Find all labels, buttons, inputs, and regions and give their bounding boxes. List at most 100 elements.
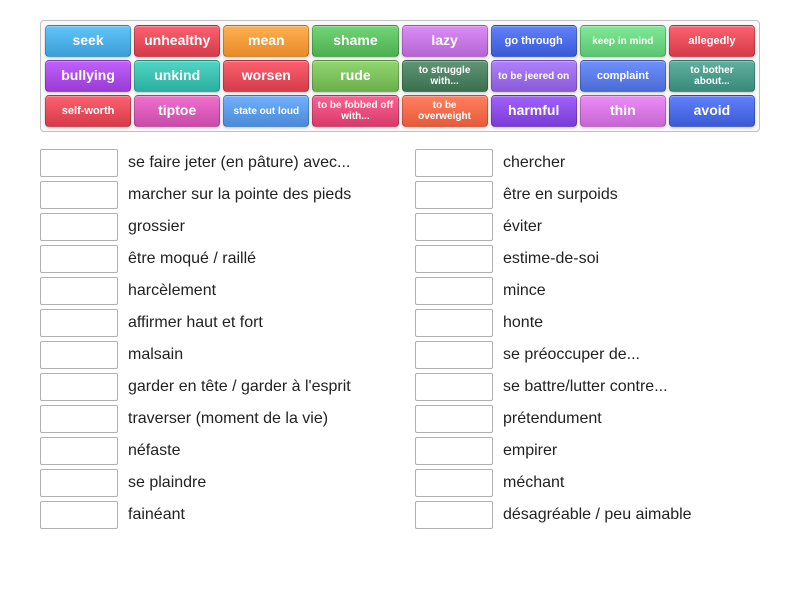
drop-box-right-7[interactable]	[415, 373, 493, 401]
drop-box-left-4[interactable]	[40, 277, 118, 305]
answer-text: garder en tête / garder à l'esprit	[128, 378, 351, 396]
drop-box-right-6[interactable]	[415, 341, 493, 369]
word-tile-11[interactable]: rude	[312, 60, 398, 92]
drop-box-left-6[interactable]	[40, 341, 118, 369]
word-tile-12[interactable]: to struggle with...	[402, 60, 488, 92]
answer-row-right-6: se préoccuper de...	[415, 339, 760, 371]
answer-text: harcèlement	[128, 282, 216, 300]
word-tile-22[interactable]: thin	[580, 95, 666, 127]
answer-row-left-5: affirmer haut et fort	[40, 307, 385, 339]
answer-text: marcher sur la pointe des pieds	[128, 186, 351, 204]
answer-text: mince	[503, 282, 546, 300]
drop-box-left-0[interactable]	[40, 149, 118, 177]
drop-box-left-5[interactable]	[40, 309, 118, 337]
answer-row-right-5: honte	[415, 307, 760, 339]
word-tile-0[interactable]: seek	[45, 25, 131, 57]
word-tile-20[interactable]: to be overweight	[402, 95, 488, 127]
word-tile-3[interactable]: shame	[312, 25, 398, 57]
word-tile-10[interactable]: worsen	[223, 60, 309, 92]
drop-box-left-9[interactable]	[40, 437, 118, 465]
word-tile-21[interactable]: harmful	[491, 95, 577, 127]
word-bank: seekunhealthymeanshamelazygo throughkeep…	[40, 20, 760, 132]
drop-box-left-8[interactable]	[40, 405, 118, 433]
drop-box-right-1[interactable]	[415, 181, 493, 209]
answer-row-left-8: traverser (moment de la vie)	[40, 403, 385, 435]
answer-row-right-7: se battre/lutter contre...	[415, 371, 760, 403]
drop-box-right-4[interactable]	[415, 277, 493, 305]
drop-box-right-8[interactable]	[415, 405, 493, 433]
answer-text: traverser (moment de la vie)	[128, 410, 328, 428]
answer-row-right-4: mince	[415, 275, 760, 307]
answer-text: malsain	[128, 346, 183, 364]
answer-row-left-3: être moqué / raillé	[40, 243, 385, 275]
answer-row-left-0: se faire jeter (en pâture) avec...	[40, 147, 385, 179]
answer-row-right-11: désagréable / peu aimable	[415, 499, 760, 531]
word-tile-7[interactable]: allegedly	[669, 25, 755, 57]
answer-text: néfaste	[128, 442, 180, 460]
answer-row-right-8: prétendument	[415, 403, 760, 435]
answer-text: estime-de-soi	[503, 250, 599, 268]
answer-text: désagréable / peu aimable	[503, 506, 692, 524]
drop-box-left-7[interactable]	[40, 373, 118, 401]
word-tile-17[interactable]: tiptoe	[134, 95, 220, 127]
drop-box-right-9[interactable]	[415, 437, 493, 465]
drop-box-left-1[interactable]	[40, 181, 118, 209]
answer-row-right-2: éviter	[415, 211, 760, 243]
answer-row-left-7: garder en tête / garder à l'esprit	[40, 371, 385, 403]
answer-row-left-6: malsain	[40, 339, 385, 371]
drop-box-right-0[interactable]	[415, 149, 493, 177]
answer-text: chercher	[503, 154, 565, 172]
drop-box-right-2[interactable]	[415, 213, 493, 241]
answer-row-right-3: estime-de-soi	[415, 243, 760, 275]
answer-row-left-2: grossier	[40, 211, 385, 243]
word-tile-6[interactable]: keep in mind	[580, 25, 666, 57]
word-tile-13[interactable]: to be jeered on	[491, 60, 577, 92]
word-tile-2[interactable]: mean	[223, 25, 309, 57]
drop-box-left-2[interactable]	[40, 213, 118, 241]
answer-row-right-0: chercher	[415, 147, 760, 179]
drop-box-left-3[interactable]	[40, 245, 118, 273]
answer-row-left-1: marcher sur la pointe des pieds	[40, 179, 385, 211]
answer-text: affirmer haut et fort	[128, 314, 263, 332]
drop-box-right-10[interactable]	[415, 469, 493, 497]
answer-row-left-10: se plaindre	[40, 467, 385, 499]
answer-row-left-11: fainéant	[40, 499, 385, 531]
answer-text: fainéant	[128, 506, 185, 524]
word-tile-15[interactable]: to bother about...	[669, 60, 755, 92]
word-tile-1[interactable]: unhealthy	[134, 25, 220, 57]
answer-row-left-4: harcèlement	[40, 275, 385, 307]
answer-text: se plaindre	[128, 474, 206, 492]
drop-box-right-5[interactable]	[415, 309, 493, 337]
answers-left-column: se faire jeter (en pâture) avec... marche…	[40, 147, 385, 531]
word-tile-18[interactable]: state out loud	[223, 95, 309, 127]
word-tile-16[interactable]: self-worth	[45, 95, 131, 127]
answer-text: être moqué / raillé	[128, 250, 256, 268]
answer-text: grossier	[128, 218, 185, 236]
word-tile-9[interactable]: unkind	[134, 60, 220, 92]
answers-right-column: chercher être en surpoids éviter estime-de-…	[415, 147, 760, 531]
word-tile-5[interactable]: go through	[491, 25, 577, 57]
answer-text: éviter	[503, 218, 542, 236]
word-tile-8[interactable]: bullying	[45, 60, 131, 92]
answer-text: empirer	[503, 442, 557, 460]
answer-row-right-9: empirer	[415, 435, 760, 467]
answers-grid: se faire jeter (en pâture) avec... marche…	[40, 147, 760, 531]
answer-text: se faire jeter (en pâture) avec...	[128, 154, 350, 172]
answer-row-left-9: néfaste	[40, 435, 385, 467]
word-tile-14[interactable]: complaint	[580, 60, 666, 92]
answer-text: méchant	[503, 474, 564, 492]
answer-text: prétendument	[503, 410, 602, 428]
answer-row-right-10: méchant	[415, 467, 760, 499]
answer-row-right-1: être en surpoids	[415, 179, 760, 211]
drop-box-right-3[interactable]	[415, 245, 493, 273]
answer-text: être en surpoids	[503, 186, 618, 204]
drop-box-right-11[interactable]	[415, 501, 493, 529]
answer-text: se préoccuper de...	[503, 346, 640, 364]
word-tile-19[interactable]: to be fobbed off with...	[312, 95, 398, 127]
drop-box-left-11[interactable]	[40, 501, 118, 529]
drop-box-left-10[interactable]	[40, 469, 118, 497]
word-tile-4[interactable]: lazy	[402, 25, 488, 57]
answer-text: se battre/lutter contre...	[503, 378, 668, 396]
word-tile-23[interactable]: avoid	[669, 95, 755, 127]
answer-text: honte	[503, 314, 543, 332]
